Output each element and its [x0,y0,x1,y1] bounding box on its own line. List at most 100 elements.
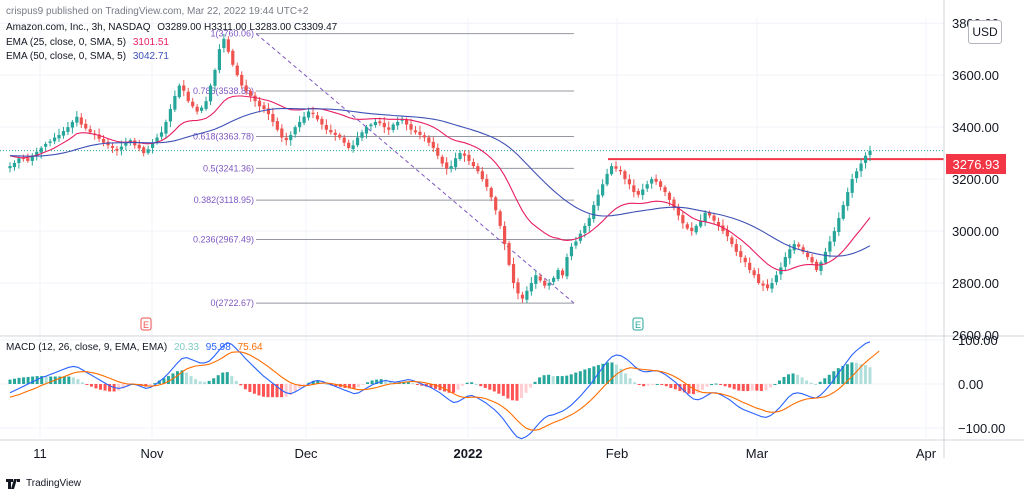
candle-body [266,108,271,115]
candle-body [66,127,70,132]
macd-hist-value: 20.33 [173,342,199,353]
ema25-legend[interactable]: EMA (25, close, 0, SMA, 5) 3101.51 [6,37,173,48]
candle-body [293,127,297,135]
candle-body [70,121,74,128]
candle-body [164,121,168,134]
price-badge: 3276.93 [946,154,1006,174]
candle-body [213,69,217,86]
candle-body [97,134,101,139]
candle-body [868,150,872,156]
macd-pane [8,341,880,440]
candle-body [333,132,337,135]
macd-histogram-bar [823,378,827,384]
candle-body [382,122,386,128]
macd-histogram-bar [501,384,505,396]
macd-histogram-bar [198,381,202,384]
candle-body [84,123,88,129]
candle-body [681,215,685,224]
candle-body [828,241,832,252]
macd-histogram-bar [682,384,686,393]
candle-body [627,179,631,185]
macd-histogram-bar [58,376,62,384]
candle-body [191,101,195,107]
macd-histogram-bar [836,368,840,384]
macd-tick-label: −100.00 [958,421,1005,436]
macd-histogram-bar [175,371,179,384]
macd-histogram-bar [461,384,465,386]
candle-body [177,85,181,98]
time-tick-label: Apr [916,446,937,461]
candle-body [712,215,716,221]
macd-histogram-bar [741,384,745,392]
macd-histogram-bar [841,365,845,384]
macd-histogram-bar [433,384,437,389]
candle-body [855,171,859,179]
ema25-line [9,95,871,272]
macd-histogram-bar [809,382,813,384]
fib-level-label: 0.236(2967.49) [193,235,254,245]
macd-line [9,341,871,440]
macd-histogram-bar [538,377,542,384]
candle-body [280,128,284,138]
currency-button[interactable]: USD [968,20,1002,44]
macd-histogram-bar [40,376,44,384]
candle-body [609,166,614,175]
time-tick-label: Mar [746,446,769,461]
candle-body [329,130,333,133]
candle-body [623,171,627,180]
axes: 3800.003600.003400.003200.003000.002800.… [0,0,1024,461]
candle-body [583,225,587,233]
macd-histogram-bar [252,384,256,394]
macd-histogram-bar [515,384,519,401]
candle-body [338,134,342,138]
macd-histogram-bar [411,383,415,385]
macd-tick-label: 100.00 [958,333,998,348]
macd-histogram-bar [732,384,736,390]
macd-histogram-bar [506,384,510,399]
macd-histogram-bar [796,374,800,384]
candle-body [324,125,328,130]
candle-body [249,90,253,96]
macd-histogram-bar [610,362,614,384]
candle-body [783,257,787,267]
macd-histogram-bar [225,372,229,384]
time-tick-label: 2022 [454,446,483,461]
candle-body [226,39,230,52]
candle-body [516,282,520,294]
candle-body [489,187,493,198]
macd-histogram-bar [483,384,487,388]
macd-histogram-bar [266,384,270,398]
candle-body [792,244,796,251]
candle-body [57,134,61,139]
candle-body [275,121,279,130]
macd-histogram-bar [26,376,30,384]
macd-histogram-bar [203,381,207,384]
candle-body [360,132,364,138]
macd-histogram-bar [854,362,858,384]
symbol-title[interactable]: Amazon.com, Inc., 3h, NASDAQ [6,22,151,33]
macd-histogram-bar [71,377,75,384]
candle-body [61,131,66,136]
macd-histogram-bar [827,374,831,384]
ema50-legend[interactable]: EMA (50, close, 0, SMA, 5) 3042.71 [6,51,173,62]
candle-body [859,163,863,172]
candle-body [200,107,204,111]
candle-body [587,218,591,227]
candle-body [507,243,511,265]
candle-body [511,263,516,284]
candle-body [440,156,444,164]
macd-histogram-bar [479,384,483,387]
ohlc-values: O3289.00 H3311.00 L3283.00 C3309.47 [157,22,338,33]
macd-histogram-bar [103,384,107,391]
candle-body [186,91,190,102]
candle-body [543,280,547,286]
candle-body [707,212,712,216]
candle-body [846,192,850,207]
macd-histogram-bar [275,384,279,398]
macd-legend[interactable]: MACD (12, 26, close, 9, EMA, EMA) 20.33 … [6,342,267,353]
candle-body [431,141,435,148]
candle-body [17,158,21,163]
candle-body [12,162,17,168]
candle-body [467,154,471,161]
candle-body [556,270,560,279]
